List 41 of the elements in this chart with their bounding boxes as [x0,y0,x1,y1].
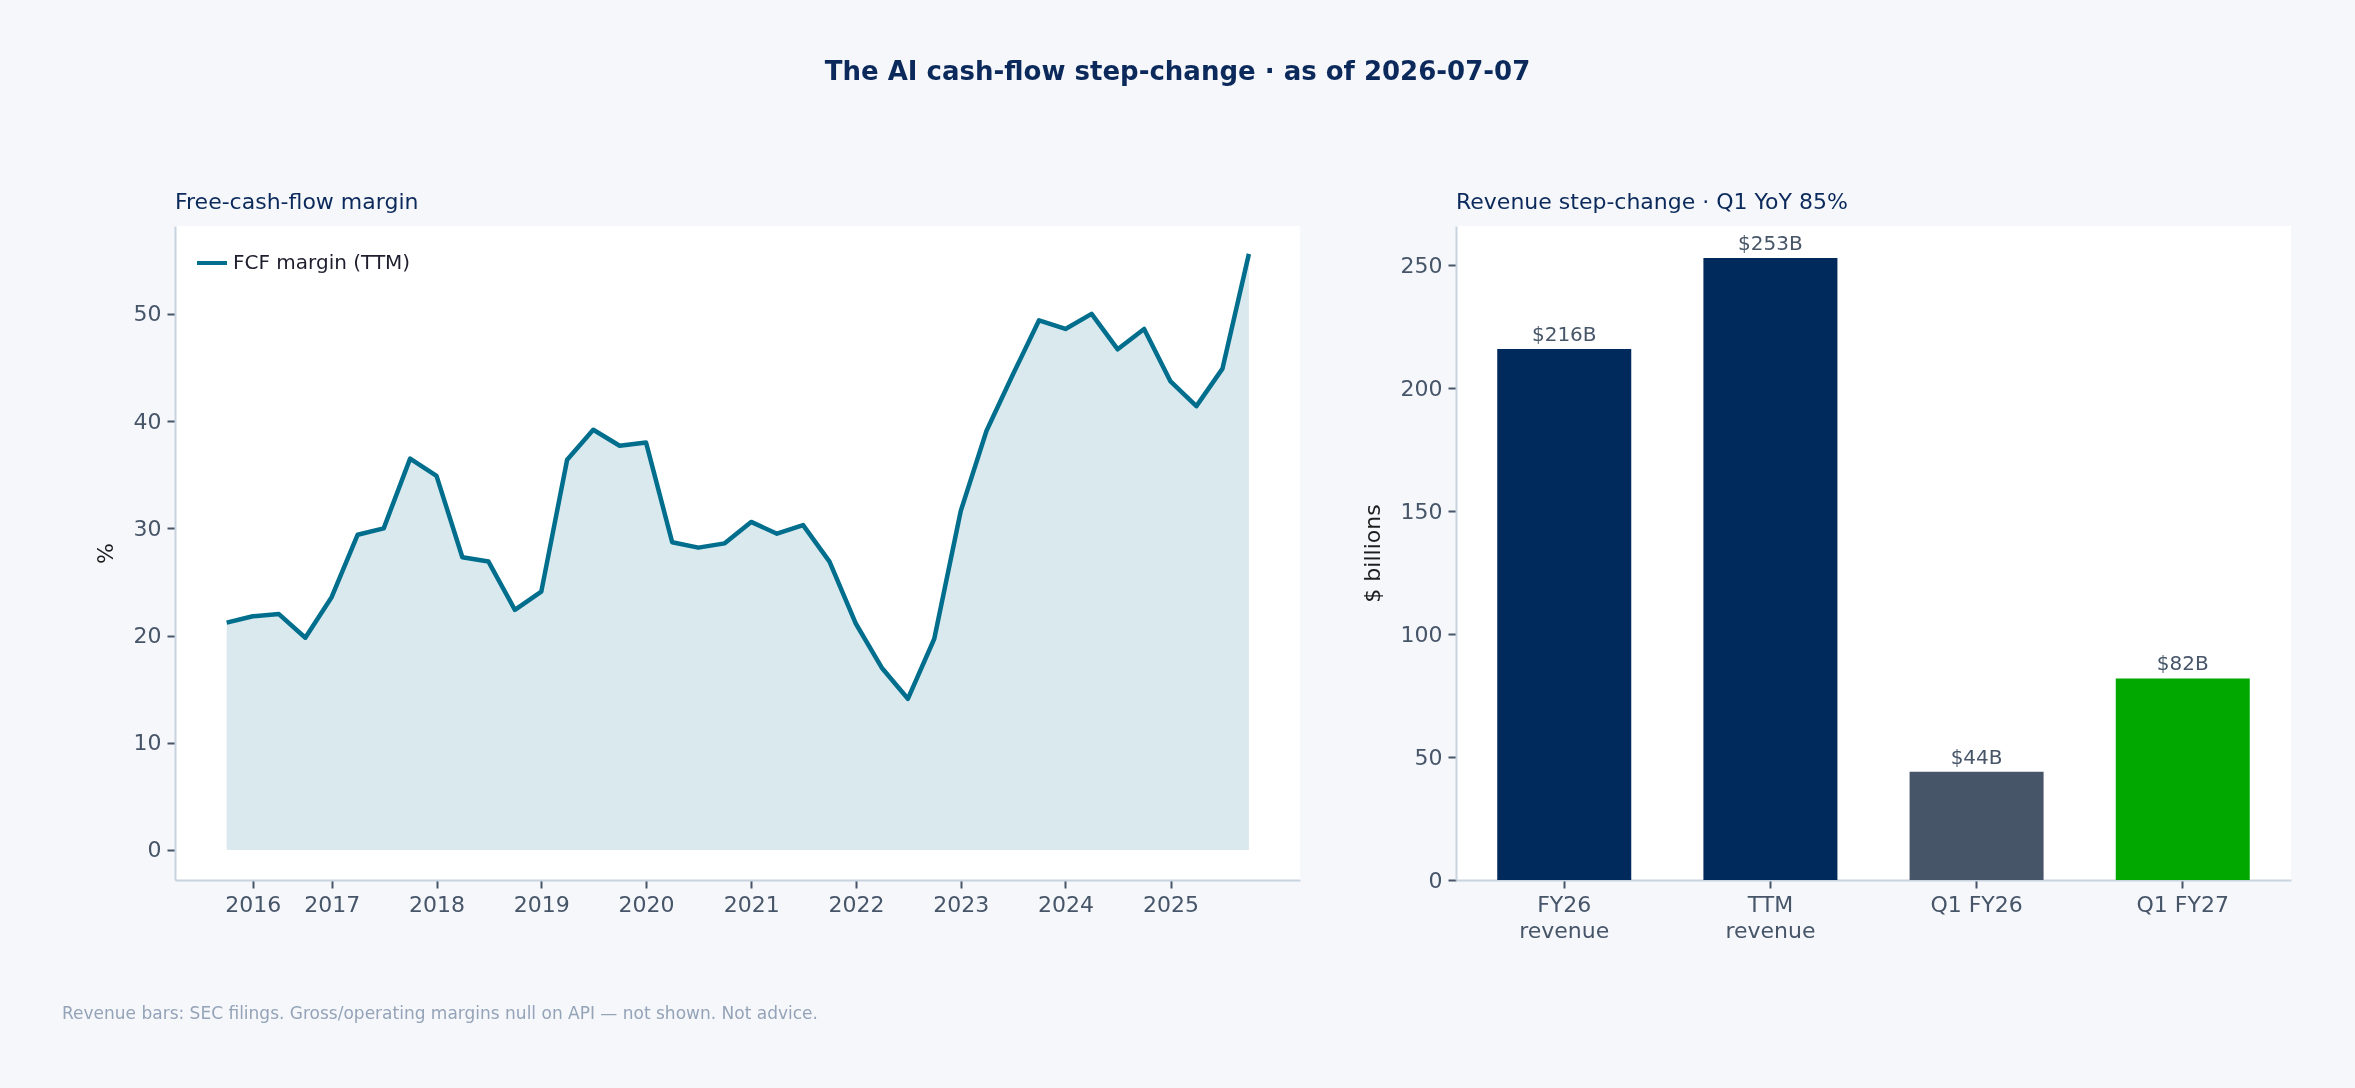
y-tick-label: 50 [133,301,162,327]
x-tick-label: 2016 [225,891,282,917]
y-tick-label: 0 [1428,867,1443,893]
y-tick-label: 200 [1400,375,1443,401]
bar [1703,257,1838,880]
y-tick-label: 150 [1400,498,1443,524]
bar [1909,771,2044,880]
data-label: $82B [2156,651,2209,676]
x-tick-label: 2024 [1037,891,1094,917]
x-tick-label: 2018 [409,891,466,917]
x-tick-label: 2020 [618,891,675,917]
x-tick-label: 2023 [933,891,990,917]
y-tick-label: 50 [1414,744,1443,770]
y-axis-title: $ billions [1359,504,1385,603]
bar [1497,348,1632,880]
x-tick-label: Q1 FY27 [2136,891,2229,917]
chart-subtitle: Revenue step-change · Q1 YoY 85% [1456,189,1848,214]
bar [2115,678,2250,880]
y-tick-label: 0 [147,837,162,863]
x-tick-label: 2021 [723,891,780,917]
x-tick-label: 2025 [1143,891,1200,917]
x-tick-label: TTM revenue [1725,891,1816,943]
y-tick-label: 100 [1400,621,1443,647]
y-tick-label: 30 [133,515,162,541]
y-tick-label: 10 [133,730,162,756]
data-label: $253B [1738,230,1803,255]
y-axis-title: % [92,543,118,564]
x-tick-label: 2019 [513,891,570,917]
x-tick-label: 2022 [828,891,885,917]
y-tick-label: 250 [1400,252,1443,278]
y-tick-label: 20 [133,623,162,649]
chart-subtitle: Free-cash-flow margin [175,189,419,214]
y-tick-label: 40 [133,408,162,434]
data-label: $44B [1950,744,2003,769]
x-tick-label: FY26 revenue [1519,891,1610,943]
x-tick-label: Q1 FY26 [1930,891,2023,917]
chart-title: The AI cash-flow step-change · as of 2026-07-07 [823,56,1532,86]
data-label: $216B [1531,321,1597,346]
text: Revenue bars: SEC filings. Gross/operating margins null on API — not shown. Not advice. [62,1003,818,1023]
legend-label: FCF margin (TTM) [233,250,411,274]
x-tick-label: 2017 [304,891,361,917]
